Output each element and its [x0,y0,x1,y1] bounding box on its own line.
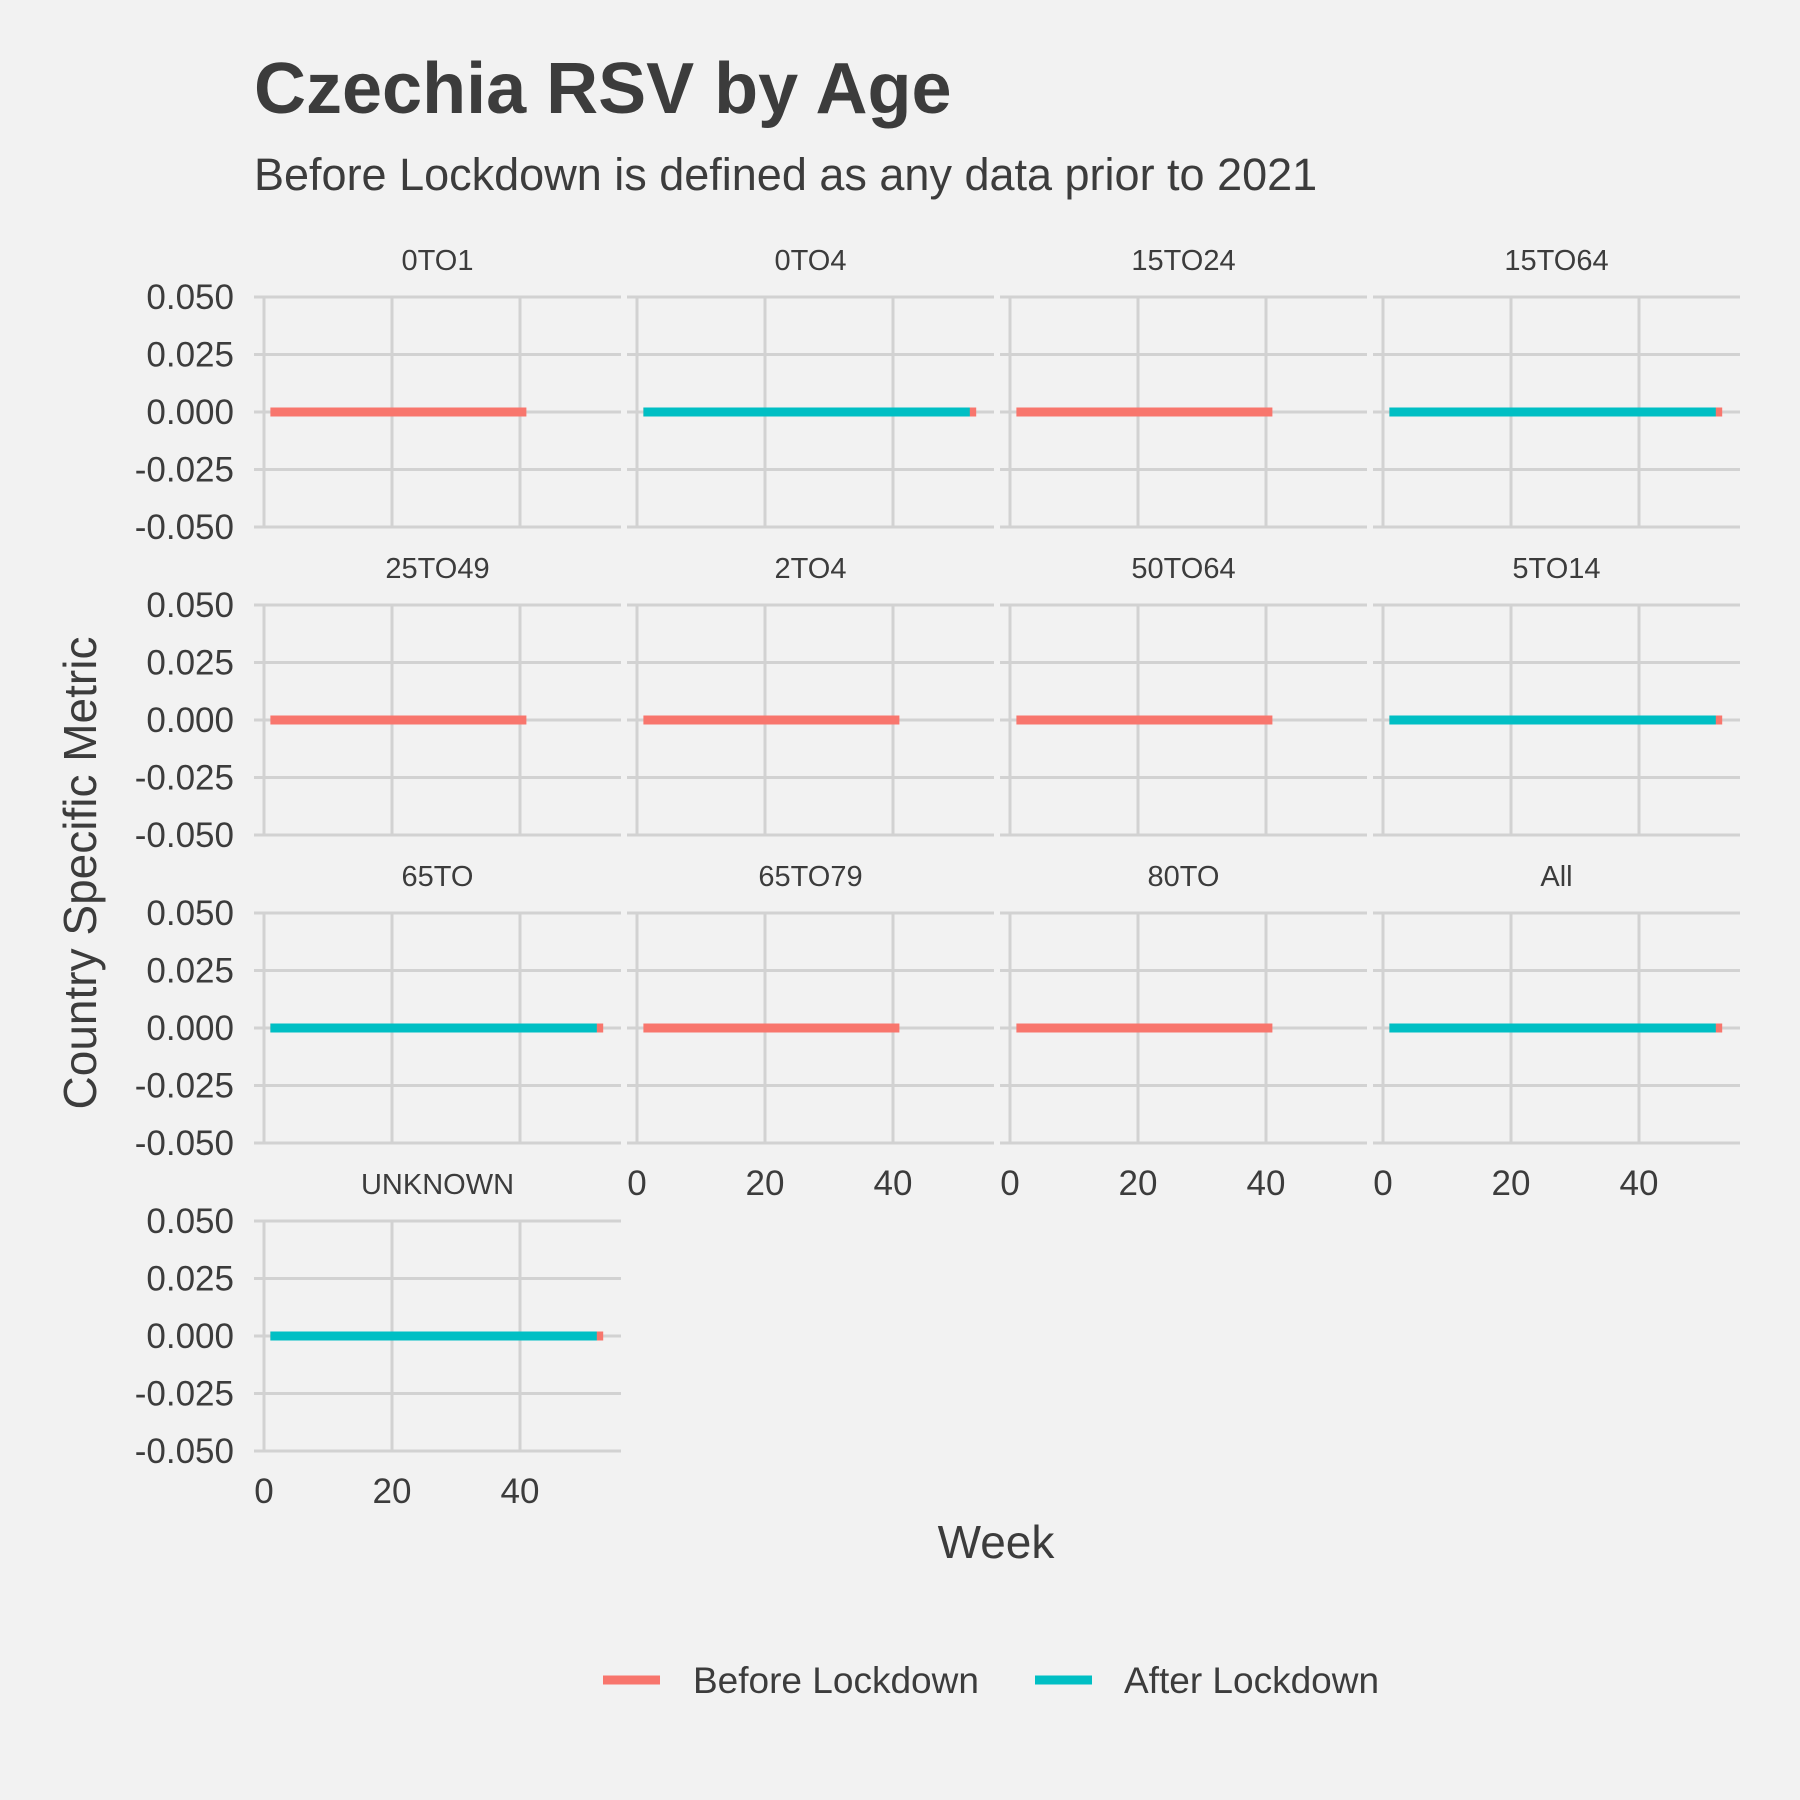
facet-panels: 0TO1 0.050 0.025 0.000 -0.025 -0.050 0TO4 15TO2… [135,245,1740,1511]
y-tick-label: 0.050 [146,894,234,933]
x-tick-label: 20 [1119,1164,1158,1203]
legend: Before Lockdown After Lockdown [603,1660,1379,1701]
y-tick-label: 0.025 [146,644,234,683]
facet-panel-5to14: 5TO14 [1373,553,1740,837]
x-tick-label: 0 [1373,1164,1392,1203]
x-tick-label: 20 [746,1164,785,1203]
facet-label: 0TO4 [774,245,846,277]
facet-panel-0to4: 0TO4 [627,245,994,529]
facet-label: All [1540,861,1572,893]
facet-panel-unknown: UNKNOWN 0.050 0.025 0.000 -0.025 -0.050 0 20 40 [135,1169,621,1511]
y-tick-label: 0.000 [146,1009,234,1048]
facet-panel-15to64: 15TO64 [1373,245,1740,529]
x-tick-label: 40 [874,1164,913,1203]
y-tick-label: 0.025 [146,336,234,375]
y-tick-label: 0.000 [146,1317,234,1356]
facet-panel-65to79: 65TO79 0 20 40 [627,861,994,1203]
facet-label: 2TO4 [774,553,846,585]
facet-label: 15TO24 [1131,245,1235,277]
facet-label: 50TO64 [1131,553,1235,585]
x-tick-label: 0 [254,1472,273,1511]
facet-label: 65TO79 [758,861,862,893]
y-tick-label: -0.050 [135,1124,234,1163]
x-tick-label: 40 [501,1472,540,1511]
legend-item-before-lockdown: Before Lockdown [603,1660,979,1701]
x-tick-label: 0 [627,1164,646,1203]
facet-label: 80TO [1147,861,1219,893]
legend-label: Before Lockdown [693,1660,979,1701]
y-tick-label: -0.025 [135,1375,234,1414]
facet-panel-0to1: 0TO1 0.050 0.025 0.000 -0.025 -0.050 [135,245,621,547]
x-tick-label: 40 [1247,1164,1286,1203]
y-tick-label: 0.025 [146,1260,234,1299]
x-tick-label: 20 [1492,1164,1531,1203]
y-tick-label: 0.025 [146,952,234,991]
y-tick-label: -0.050 [135,508,234,547]
facet-label: UNKNOWN [361,1169,514,1201]
y-tick-label: -0.025 [135,451,234,490]
facet-label: 0TO1 [401,245,473,277]
y-tick-label: -0.050 [135,1432,234,1471]
chart-title: Czechia RSV by Age [254,49,952,129]
y-axis-title: Country Specific Metric [54,637,106,1110]
y-tick-label: 0.050 [146,586,234,625]
facet-label: 25TO49 [385,553,489,585]
facet-label: 15TO64 [1504,245,1608,277]
y-tick-label: -0.050 [135,816,234,855]
y-tick-label: -0.025 [135,1067,234,1106]
facet-label: 5TO14 [1512,553,1600,585]
y-tick-label: 0.050 [146,278,234,317]
chart-subtitle: Before Lockdown is defined as any data p… [254,149,1317,200]
y-tick-label: 0.050 [146,1202,234,1241]
legend-item-after-lockdown: After Lockdown [1035,1660,1379,1701]
x-tick-label: 0 [1000,1164,1019,1203]
facet-panel-65to: 65TO 0.050 0.025 0.000 -0.025 -0.050 [135,861,621,1163]
facet-panel-25to49: 25TO49 0.050 0.025 0.000 -0.025 -0.050 [135,553,621,855]
y-tick-label: -0.025 [135,759,234,798]
x-tick-label: 20 [373,1472,412,1511]
facet-panel-80to: 80TO 0 20 40 [1000,861,1367,1203]
facet-panel-2to4: 2TO4 [627,553,994,837]
x-tick-label: 40 [1620,1164,1659,1203]
facet-panel-all: All 0 20 40 [1373,861,1740,1203]
y-tick-label: 0.000 [146,701,234,740]
legend-label: After Lockdown [1124,1660,1379,1701]
y-tick-label: 0.000 [146,393,234,432]
facet-panel-15to24: 15TO24 [1000,245,1367,529]
facet-label: 65TO [401,861,473,893]
x-axis-title: Week [938,1516,1056,1568]
facet-panel-50to64: 50TO64 [1000,553,1367,837]
